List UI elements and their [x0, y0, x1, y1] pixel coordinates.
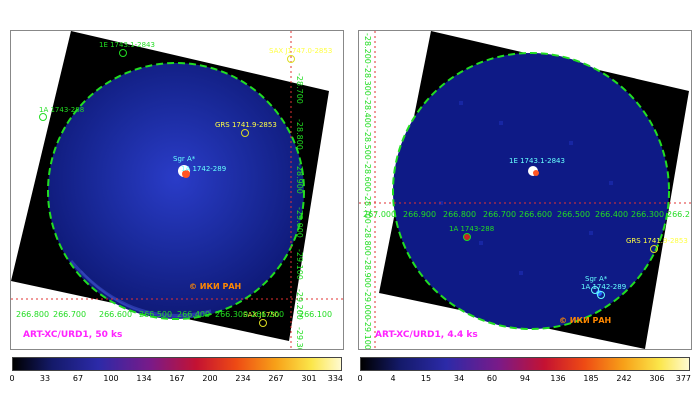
colorbar-tick: 234 [235, 374, 251, 383]
left-colorbar-ticks: 0 33 67 100 134 167 200 234 267 301 334 [9, 374, 344, 386]
ra-label: 266.500 [139, 310, 172, 319]
colorbar-tick: 67 [72, 374, 84, 383]
dec-label: -29.300 [295, 327, 304, 350]
dec-label: -29.000 [363, 289, 372, 320]
left-label-sgra: Sgr A* [173, 155, 196, 163]
colorbar-tick: 301 [301, 374, 317, 383]
dec-label: -28.200 [363, 33, 372, 64]
left-label-topright-source: SAX J1747.0-2853 [269, 47, 332, 55]
dec-label: -28.400 [363, 97, 372, 128]
right-label-grs: GRS 1741.9-2853 [626, 237, 688, 245]
colorbar-tick: 34 [453, 374, 465, 383]
colorbar-tick: 185 [583, 374, 599, 383]
dec-label: -28.700 [295, 73, 304, 104]
ra-label: 266.300 [631, 210, 664, 219]
ra-label: 267.000 [363, 210, 396, 219]
right-dec-labels: -28.200 -28.300 -28.400 -28.500 -28.600 … [363, 33, 372, 350]
dec-label: -29.100 [295, 249, 304, 280]
left-label-bottomright-source: SAX J1750 [243, 311, 279, 319]
right-label-1a1742: 1A 1742-289 [581, 283, 626, 291]
ra-label: 266.300 [215, 310, 248, 319]
right-copyright: © ИКИ РАН [559, 316, 611, 325]
colorbar-tick: 200 [202, 374, 218, 383]
ra-label: 266.400 [595, 210, 628, 219]
right-label-1e1743: 1E 1743.1-2843 [509, 157, 565, 165]
right-colorbar-ticks: 0 4 15 34 60 94 136 185 242 306 377 [357, 374, 692, 386]
left-label-1a1742: 1A 1742-289 [181, 165, 226, 173]
dec-label: -28.300 [363, 65, 372, 96]
colorbar-tick: 134 [136, 374, 152, 383]
dec-label: -29.100 [363, 319, 372, 350]
colorbar-tick: 377 [675, 374, 692, 383]
colorbar-tick: 306 [649, 374, 665, 383]
ra-label: 266.600 [99, 310, 132, 319]
dec-label: -28.500 [363, 129, 372, 160]
left-sky-image: 1E 1743.1-2843 1A 1743-288 GRS 1741.9-28… [11, 31, 343, 350]
right-colorbar [360, 357, 690, 371]
right-fov-circle [392, 52, 670, 330]
ra-label: 266.800 [443, 210, 476, 219]
colorbar-tick: 167 [169, 374, 185, 383]
dec-label: -28.800 [295, 119, 304, 150]
colorbar-tick: 242 [616, 374, 632, 383]
left-sky-image-panel: 1E 1743.1-2843 1A 1743-288 GRS 1741.9-28… [10, 30, 344, 350]
dec-label: -28.600 [363, 161, 372, 192]
ra-label: 266.600 [519, 210, 552, 219]
ra-label: 266.400 [177, 310, 210, 319]
colorbar-tick: 15 [420, 374, 432, 383]
ra-label: 266.2 [667, 210, 690, 219]
colorbar-tick: 334 [327, 374, 344, 383]
colorbar-tick: 94 [519, 374, 531, 383]
dec-label: -29.000 [295, 207, 304, 238]
ra-label: 266.900 [403, 210, 436, 219]
right-caption: ART-XC/URD1, 4.4 ks [375, 330, 478, 340]
ra-label: 266.500 [557, 210, 590, 219]
ra-label: 266.700 [483, 210, 516, 219]
ra-label: 266.200 [251, 310, 284, 319]
left-label-1a1743: 1A 1743-288 [39, 106, 84, 114]
right-exposure-disk [393, 53, 669, 329]
right-sky-image: 1E 1743.1-2843 1A 1743-288 GRS 1741.9-28… [359, 31, 691, 350]
ra-label: 266.700 [53, 310, 86, 319]
dec-label: -28.900 [295, 163, 304, 194]
left-dec-labels: -28.700 -28.800 -28.900 -29.000 -29.100 … [295, 73, 304, 350]
colorbar-tick: 100 [103, 374, 119, 383]
dec-label: -28.700 [363, 193, 372, 224]
left-label-grs: GRS 1741.9-2853 [215, 121, 277, 129]
ra-label: 266.800 [16, 310, 49, 319]
left-fov-circle [47, 62, 305, 320]
dec-label: -29.200 [295, 289, 304, 320]
colorbar-tick: 60 [486, 374, 498, 383]
left-ra-labels: 266.800 266.700 266.600 266.500 266.400 … [16, 310, 332, 319]
right-label-1a1743: 1A 1743-288 [449, 225, 494, 233]
colorbar-tick: 4 [390, 374, 396, 383]
left-caption: ART-XC/URD1, 50 ks [23, 330, 122, 340]
right-sky-image-panel: 1E 1743.1-2843 1A 1743-288 GRS 1741.9-28… [358, 30, 692, 350]
left-exposure-disk [48, 63, 304, 319]
dec-label: -28.800 [363, 225, 372, 256]
right-ra-labels: 267.000 266.900 266.800 266.700 266.600 … [363, 210, 690, 219]
colorbar-tick: 33 [39, 374, 51, 383]
left-colorbar [12, 357, 342, 371]
ra-label: 266.100 [299, 310, 332, 319]
colorbar-tick: 136 [550, 374, 566, 383]
colorbar-tick: 267 [268, 374, 284, 383]
colorbar-tick: 0 [357, 374, 363, 383]
left-label-1e1743: 1E 1743.1-2843 [99, 41, 155, 49]
left-copyright: © ИКИ РАН [189, 282, 241, 291]
right-label-sgra: Sgr A* [585, 275, 608, 283]
colorbar-tick: 0 [9, 374, 15, 383]
dec-label: -28.900 [363, 257, 372, 288]
